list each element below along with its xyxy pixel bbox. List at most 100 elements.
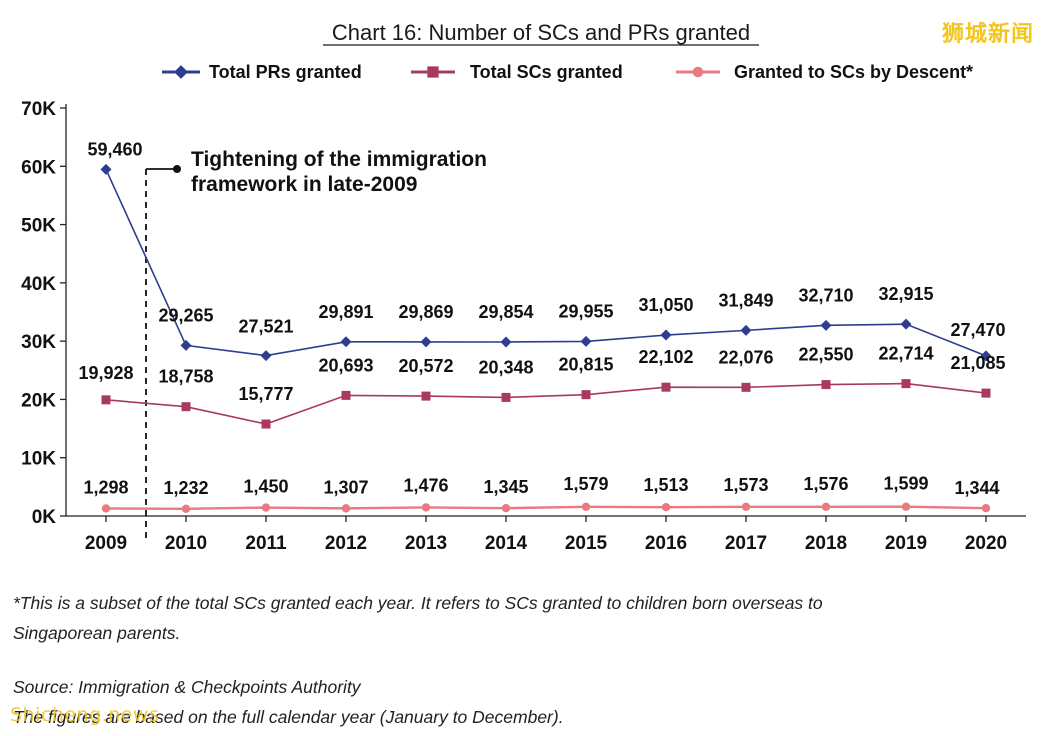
data-label-s1-2011: 27,521 bbox=[238, 317, 293, 337]
data-label-s2-2010: 18,758 bbox=[158, 367, 213, 387]
axes: 0K 10K 20K 30K 40K 50K 60K 70K 2009 2010 2011 2012 2… bbox=[21, 99, 1026, 554]
data-point-s2-2012 bbox=[341, 390, 351, 400]
x-tick-label: 2019 bbox=[885, 533, 927, 554]
x-tick-label: 2017 bbox=[725, 533, 767, 554]
y-tick-label: 0K bbox=[32, 507, 57, 528]
y-tick-label: 60K bbox=[21, 157, 56, 178]
data-label-s1-2015: 29,955 bbox=[558, 301, 613, 321]
data-point-s1-2016 bbox=[660, 329, 672, 341]
x-tick-label: 2011 bbox=[245, 533, 287, 554]
data-point-s2-2019 bbox=[901, 379, 911, 389]
data-point-s3-2016 bbox=[661, 502, 671, 512]
data-point-s2-2009 bbox=[101, 395, 111, 405]
data-point-s3-2012 bbox=[341, 504, 351, 513]
data-point-s2-2011 bbox=[261, 419, 271, 429]
footnote-source: Source: Immigration & Checkpoints Author… bbox=[13, 677, 361, 697]
data-point-s1-2017 bbox=[740, 324, 752, 336]
data-point-s2-2015 bbox=[581, 390, 591, 400]
data-label-s1-2018: 32,710 bbox=[798, 285, 853, 305]
data-label-s3-2010: 1,232 bbox=[163, 478, 208, 498]
data-point-s3-2017 bbox=[741, 502, 751, 512]
data-label-s3-2020: 1,344 bbox=[954, 478, 999, 498]
footnote-subset: *This is a subset of the total SCs grant… bbox=[13, 588, 823, 648]
legend: Total PRs granted Total SCs granted Grante… bbox=[162, 62, 973, 82]
data-point-s1-2015 bbox=[580, 335, 592, 347]
data-point-s3-2013 bbox=[421, 503, 431, 512]
series-line-2 bbox=[105, 382, 987, 425]
chart-title: Chart 16: Number of SCs and PRs granted bbox=[332, 20, 750, 45]
series-line-1 bbox=[105, 169, 987, 357]
data-point-s1-2019 bbox=[900, 318, 912, 330]
data-label-s2-2011: 15,777 bbox=[238, 384, 293, 404]
legend-label-2: Total SCs granted bbox=[470, 62, 623, 82]
data-point-s2-2017 bbox=[741, 382, 751, 392]
footnote-subset-line2: Singaporean parents. bbox=[13, 623, 181, 643]
data-point-s3-2018 bbox=[821, 502, 831, 512]
data-point-s1-2009 bbox=[100, 163, 112, 175]
data-label-s1-2012: 29,891 bbox=[318, 302, 373, 322]
data-point-s2-2010 bbox=[181, 402, 191, 412]
data-label-s1-2019: 32,915 bbox=[878, 284, 933, 304]
data-label-s2-2015: 20,815 bbox=[558, 355, 613, 375]
data-label-s1-2010: 29,265 bbox=[158, 305, 213, 325]
x-tick-label: 2018 bbox=[805, 533, 847, 554]
data-point-s3-2009 bbox=[101, 504, 111, 513]
data-label-s2-2009: 19,928 bbox=[78, 363, 133, 383]
data-label-s3-2017: 1,573 bbox=[723, 475, 768, 495]
y-tick-label: 30K bbox=[21, 332, 56, 353]
data-label-s2-2017: 22,076 bbox=[718, 347, 773, 367]
data-label-s3-2013: 1,476 bbox=[403, 475, 448, 495]
legend-marker-2 bbox=[427, 66, 439, 78]
data-point-s2-2014 bbox=[501, 392, 511, 402]
watermark-cn-logo: 狮城新闻 bbox=[941, 22, 1034, 47]
data-point-s2-2018 bbox=[821, 380, 831, 390]
data-label-s2-2014: 20,348 bbox=[478, 357, 533, 377]
data-point-s1-2014 bbox=[500, 336, 512, 348]
footnote-subset-line1: *This is a subset of the total SCs grant… bbox=[13, 593, 823, 613]
data-label-s2-2020: 21,085 bbox=[950, 353, 1005, 373]
legend-label-3: Granted to SCs by Descent* bbox=[734, 62, 973, 82]
data-label-s2-2019: 22,714 bbox=[878, 344, 933, 364]
data-label-s3-2014: 1,345 bbox=[483, 477, 528, 497]
y-tick-label: 10K bbox=[21, 449, 56, 470]
legend-label-1: Total PRs granted bbox=[209, 62, 362, 82]
x-tick-label: 2009 bbox=[85, 533, 127, 554]
data-point-s2-2016 bbox=[661, 382, 671, 392]
series-layer: 59,460 29,265 27,521 29,891 29,869 29,854 29,9… bbox=[78, 139, 1006, 514]
data-point-s1-2018 bbox=[820, 319, 832, 331]
x-tick-label: 2015 bbox=[565, 533, 608, 554]
data-point-s3-2015 bbox=[581, 502, 591, 511]
data-label-s3-2016: 1,513 bbox=[643, 475, 688, 495]
annotation-text-line2: framework in late-2009 bbox=[191, 173, 417, 196]
series-line-3 bbox=[105, 505, 987, 511]
data-point-s3-2020 bbox=[981, 503, 991, 513]
data-label-s1-2014: 29,854 bbox=[478, 302, 533, 322]
data-label-s3-2012: 1,307 bbox=[323, 477, 368, 497]
data-label-s3-2019: 1,599 bbox=[883, 474, 928, 494]
y-tick-label: 50K bbox=[21, 216, 56, 237]
data-label-s3-2018: 1,576 bbox=[803, 474, 848, 494]
data-label-s1-2009: 59,460 bbox=[87, 139, 142, 159]
data-point-s3-2011 bbox=[261, 503, 271, 512]
x-tick-label: 2014 bbox=[485, 533, 528, 554]
data-point-s1-2020 bbox=[980, 350, 992, 362]
data-point-s3-2010 bbox=[181, 504, 191, 514]
data-point-s1-2012 bbox=[340, 336, 352, 348]
y-tick-label: 20K bbox=[21, 390, 56, 411]
data-point-s3-2019 bbox=[901, 502, 911, 511]
data-point-s2-2013 bbox=[421, 391, 431, 401]
data-point-s2-2020 bbox=[981, 388, 991, 398]
x-tick-label: 2020 bbox=[965, 533, 1007, 554]
annotation-dot bbox=[173, 165, 181, 173]
data-point-s1-2011 bbox=[260, 350, 272, 362]
y-tick-label: 70K bbox=[21, 99, 56, 120]
x-tick-label: 2010 bbox=[165, 533, 207, 554]
watermark-en-logo: Shicheng.news bbox=[10, 704, 160, 726]
data-label-s3-2015: 1,579 bbox=[563, 474, 608, 494]
data-label-s1-2017: 31,849 bbox=[718, 290, 773, 310]
y-tick-label: 40K bbox=[21, 274, 56, 295]
data-label-s2-2016: 22,102 bbox=[638, 347, 693, 367]
legend-marker-1 bbox=[174, 65, 188, 79]
data-label-s1-2013: 29,869 bbox=[398, 302, 453, 322]
